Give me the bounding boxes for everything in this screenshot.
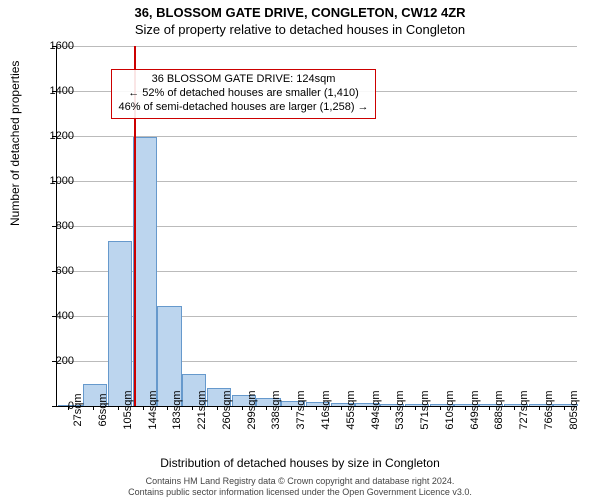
x-tick-mark [539,406,540,410]
x-tick-label: 610sqm [444,390,456,429]
x-tick-mark [266,406,267,410]
chart-container: 36, BLOSSOM GATE DRIVE, CONGLETON, CW12 … [0,0,600,500]
x-tick-mark [68,406,69,410]
x-tick-label: 727sqm [518,390,530,429]
x-tick-label: 27sqm [72,393,84,426]
x-tick-mark [341,406,342,410]
annotation-box: 36 BLOSSOM GATE DRIVE: 124sqm← 52% of de… [111,69,375,118]
y-tick-mark [52,136,56,137]
x-tick-label: 66sqm [97,393,109,426]
x-tick-label: 260sqm [221,390,233,429]
x-tick-label: 805sqm [568,390,580,429]
x-tick-label: 455sqm [345,390,357,429]
x-tick-label: 571sqm [419,390,431,429]
x-tick-mark [489,406,490,410]
y-tick-mark [52,46,56,47]
y-tick-mark [52,181,56,182]
x-tick-mark [415,406,416,410]
annotation-line: 36 BLOSSOM GATE DRIVE: 124sqm [118,73,368,87]
footer-line-2: Contains public sector information licen… [0,487,600,498]
annotation-line: 46% of semi-detached houses are larger (… [118,101,368,115]
x-tick-label: 338sqm [270,390,282,429]
x-tick-mark [564,406,565,410]
footer-attribution: Contains HM Land Registry data © Crown c… [0,476,600,498]
x-tick-mark [390,406,391,410]
x-tick-mark [465,406,466,410]
annotation-line: ← 52% of detached houses are smaller (1,… [118,87,368,101]
x-tick-label: 494sqm [370,390,382,429]
x-tick-mark [366,406,367,410]
x-tick-label: 416sqm [320,390,332,429]
x-tick-mark [167,406,168,410]
y-tick-mark [52,316,56,317]
x-tick-label: 533sqm [394,390,406,429]
x-tick-mark [316,406,317,410]
x-tick-mark [143,406,144,410]
x-tick-label: 144sqm [147,390,159,429]
x-tick-mark [217,406,218,410]
y-tick-mark [52,226,56,227]
histogram-bar [133,137,157,406]
footer-line-1: Contains HM Land Registry data © Crown c… [0,476,600,487]
y-tick-mark [52,361,56,362]
y-tick-mark [52,271,56,272]
x-tick-label: 377sqm [295,390,307,429]
y-tick-mark [52,91,56,92]
y-axis-label: Number of detached properties [8,61,22,226]
x-tick-mark [242,406,243,410]
x-tick-label: 649sqm [469,390,481,429]
x-tick-mark [118,406,119,410]
x-tick-label: 688sqm [493,390,505,429]
x-tick-mark [440,406,441,410]
x-tick-label: 766sqm [543,390,555,429]
histogram-bar [108,241,132,406]
x-tick-label: 299sqm [246,390,258,429]
x-tick-mark [93,406,94,410]
y-tick-mark [52,406,56,407]
chart-title-sub: Size of property relative to detached ho… [0,20,600,37]
x-axis-label: Distribution of detached houses by size … [0,456,600,470]
x-tick-label: 105sqm [122,390,134,429]
x-tick-label: 183sqm [171,390,183,429]
x-tick-mark [514,406,515,410]
plot-area: 36 BLOSSOM GATE DRIVE: 124sqm← 52% of de… [56,46,577,407]
chart-title-main: 36, BLOSSOM GATE DRIVE, CONGLETON, CW12 … [0,0,600,20]
x-tick-label: 221sqm [196,390,208,429]
x-tick-mark [291,406,292,410]
x-tick-mark [192,406,193,410]
